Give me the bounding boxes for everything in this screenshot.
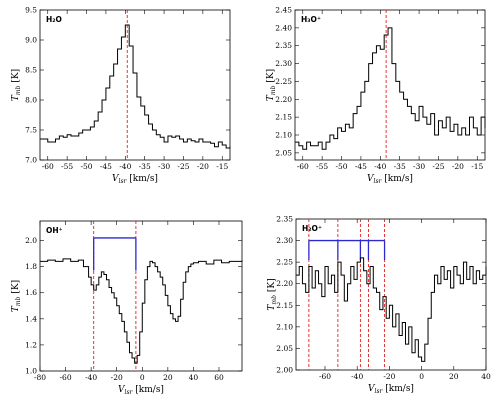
y-axis-label: Tmb [K]: [267, 278, 278, 310]
y-axis-label: Tmb [K]: [11, 69, 22, 101]
plot-frame: [294, 9, 486, 161]
panel-oh-plus: -80 -60 -40 -20 0 20 40 60 1.0 1.2 1.4 1.6 1.8 2.0 Vls…: [11, 220, 243, 396]
x-tick-label: -40: [351, 372, 363, 381]
x-tick-label: -50: [335, 162, 347, 171]
x-tick-label: -50: [80, 162, 92, 171]
y-tick-label: 2.10: [275, 131, 292, 140]
x-axis-label: Vlsr [km/s]: [118, 385, 164, 396]
x-tick-label: 60: [214, 373, 224, 382]
x-tick-label: -30: [158, 162, 170, 171]
plot-frame: [39, 9, 231, 161]
x-tick-label: -80: [34, 373, 46, 382]
y-tick-label: 2.25: [276, 258, 293, 267]
y-tick-label: 2.15: [275, 113, 292, 122]
y-tick-label: 2.05: [276, 344, 293, 353]
x-tick-label: 20: [163, 373, 173, 382]
x-tick-label: -20: [111, 373, 123, 382]
y-axis-label: Tmb [K]: [266, 69, 277, 101]
species-label: H₂O⁺: [302, 224, 322, 233]
y-tick-label: 2.10: [276, 322, 293, 331]
species-label: H₂O: [46, 15, 62, 24]
species-label: H₃O⁺: [301, 15, 321, 24]
y-tick-label: 2.0: [25, 236, 37, 245]
x-tick-label: -55: [61, 162, 73, 171]
y-tick-label: 1.2: [25, 340, 37, 349]
x-axis-label: Vlsr [km/s]: [368, 384, 414, 395]
y-tick-label: 2.25: [275, 77, 292, 86]
y-tick-label: 1.8: [25, 262, 37, 271]
x-tick-label: -40: [374, 162, 386, 171]
y-tick-label: 1.6: [25, 288, 37, 297]
spectrum-line: [295, 27, 486, 150]
y-tick-label: 2.30: [276, 236, 293, 245]
y-tick-label: 2.00: [276, 366, 293, 375]
x-tick-label: 0: [140, 373, 145, 382]
x-tick-label: -60: [319, 372, 331, 381]
x-tick-label: 40: [481, 372, 491, 381]
y-tick-label: 2.15: [276, 301, 293, 310]
x-tick-label: -45: [355, 162, 367, 171]
x-tick-label: -35: [139, 162, 151, 171]
y-tick-label: 2.35: [275, 41, 292, 50]
y-tick-label: 2.35: [276, 215, 293, 224]
plot-frame: [295, 218, 487, 371]
y-tick-label: 2.05: [275, 148, 292, 157]
x-tick-label: -60: [297, 162, 309, 171]
x-tick-label: -45: [100, 162, 112, 171]
x-tick-label: -20: [383, 372, 395, 381]
y-tick-label: 7.5: [25, 126, 37, 135]
x-tick-label: -40: [119, 162, 131, 171]
y-tick-label: 2.40: [275, 23, 292, 32]
spectrum-line: [40, 258, 243, 364]
x-tick-label: -60: [60, 373, 72, 382]
panel-h2o-plus: -60 -40 -20 0 20 40 2.00 2.05 2.10 2.15 2.20 2.25 2.…: [267, 215, 491, 396]
x-tick-label: -35: [394, 162, 406, 171]
x-tick-label: -55: [316, 162, 328, 171]
x-tick-label: -20: [452, 162, 464, 171]
panel-h2o: -60 -55 -50 -45 -40 -35 -30 -25 -20 -15 7.0 7.5 8.0 8…: [11, 6, 231, 185]
spectrum-line: [296, 257, 487, 362]
x-tick-label: -40: [85, 373, 97, 382]
y-tick-label: 8.5: [25, 66, 37, 75]
species-label: OH⁺: [46, 226, 63, 235]
x-axis-label: Vlsr [km/s]: [112, 174, 158, 185]
y-tick-label: 2.45: [275, 6, 292, 15]
y-tick-label: 8.0: [25, 96, 37, 105]
y-tick-label: 9.5: [25, 6, 37, 15]
y-tick-label: 1.4: [25, 314, 37, 323]
x-tick-label: -30: [413, 162, 425, 171]
plot-frame: [39, 220, 243, 372]
x-tick-label: -15: [471, 162, 483, 171]
y-axis-label: Tmb [K]: [11, 280, 22, 312]
x-tick-label: -20: [197, 162, 209, 171]
x-tick-label: -15: [216, 162, 228, 171]
y-tick-label: 2.20: [275, 95, 292, 104]
spectrum-line: [40, 24, 231, 149]
y-tick-label: 2.30: [275, 59, 292, 68]
x-tick-label: 20: [449, 372, 459, 381]
x-tick-label: -25: [432, 162, 444, 171]
y-tick-label: 1.0: [25, 367, 37, 376]
x-axis-label: Vlsr [km/s]: [367, 174, 413, 185]
x-tick-label: -25: [177, 162, 189, 171]
x-tick-label: 0: [419, 372, 424, 381]
panel-h3o-plus: -60 -55 -50 -45 -40 -35 -30 -25 -20 -15 2.05 2.10 2.…: [266, 6, 486, 185]
y-tick-label: 2.20: [276, 279, 293, 288]
x-tick-label: -60: [42, 162, 54, 171]
x-tick-label: 40: [189, 373, 199, 382]
y-tick-label: 9.0: [25, 36, 37, 45]
y-tick-label: 7.0: [25, 156, 37, 165]
